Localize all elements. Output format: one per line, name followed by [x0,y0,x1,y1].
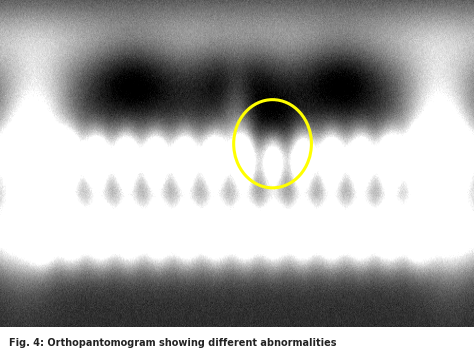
Text: Fig. 4: Orthopantomogram showing different abnormalities: Fig. 4: Orthopantomogram showing differe… [9,338,337,348]
